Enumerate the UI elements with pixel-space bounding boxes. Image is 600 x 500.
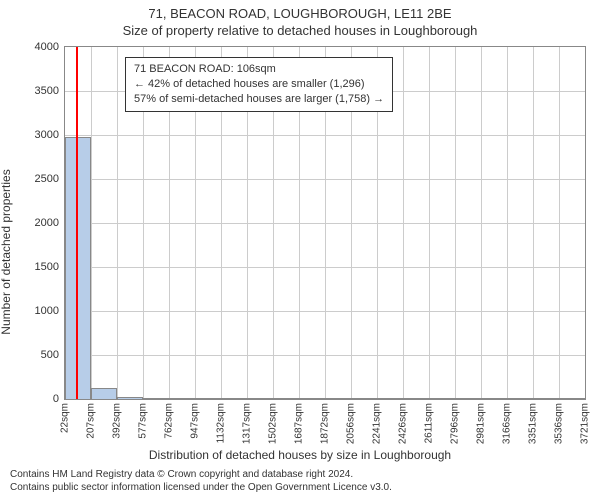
y-tick-label: 0 bbox=[53, 393, 59, 405]
x-axis-label: Distribution of detached houses by size … bbox=[0, 448, 600, 462]
histogram-bar bbox=[351, 398, 377, 399]
y-tick-label: 3500 bbox=[35, 85, 59, 97]
histogram-bar bbox=[429, 398, 455, 399]
x-tick-label: 2056sqm bbox=[346, 403, 357, 444]
title-block: 71, BEACON ROAD, LOUGHBOROUGH, LE11 2BE … bbox=[0, 0, 600, 38]
x-tick-label: 2611sqm bbox=[424, 403, 435, 443]
x-tick-label: 577sqm bbox=[138, 403, 149, 439]
x-tick-label: 947sqm bbox=[190, 403, 201, 439]
histogram-bar bbox=[377, 398, 403, 399]
x-tick-label: 1132sqm bbox=[216, 403, 227, 443]
gridline-v bbox=[455, 47, 456, 399]
chart-container: Number of detached properties 0500100015… bbox=[0, 40, 600, 464]
y-tick-label: 1500 bbox=[35, 261, 59, 273]
gridline-v bbox=[91, 47, 92, 399]
y-axis-label: Number of detached properties bbox=[0, 169, 13, 334]
histogram-bar bbox=[507, 398, 533, 399]
histogram-bar bbox=[169, 398, 195, 399]
histogram-bar bbox=[247, 398, 273, 399]
x-tick-label: 3536sqm bbox=[554, 403, 565, 444]
histogram-bar bbox=[117, 397, 143, 399]
y-tick-label: 500 bbox=[41, 349, 59, 361]
x-tick-label: 3721sqm bbox=[580, 403, 591, 444]
x-tick-label: 1872sqm bbox=[320, 403, 331, 444]
histogram-bar bbox=[195, 398, 221, 399]
title-line2: Size of property relative to detached ho… bbox=[0, 23, 600, 38]
histogram-bar bbox=[299, 398, 325, 399]
footer-line2: Contains public sector information licen… bbox=[10, 482, 590, 495]
histogram-bar bbox=[221, 398, 247, 399]
reference-line bbox=[76, 47, 78, 399]
x-tick-label: 1317sqm bbox=[242, 403, 253, 444]
gridline-v bbox=[403, 47, 404, 399]
info-box-line1: 71 BEACON ROAD: 106sqm bbox=[134, 62, 384, 77]
histogram-bar bbox=[65, 137, 91, 399]
gridline-v bbox=[507, 47, 508, 399]
x-tick-label: 2241sqm bbox=[372, 403, 383, 444]
gridline-v bbox=[559, 47, 560, 399]
histogram-bar bbox=[273, 398, 299, 399]
histogram-bar bbox=[533, 398, 559, 399]
info-box-line2: ← 42% of detached houses are smaller (1,… bbox=[134, 77, 384, 92]
info-box-line3: 57% of semi-detached houses are larger (… bbox=[134, 92, 384, 107]
histogram-bar bbox=[455, 398, 481, 399]
x-tick-label: 207sqm bbox=[86, 403, 97, 439]
x-tick-label: 2426sqm bbox=[398, 403, 409, 444]
footer: Contains HM Land Registry data © Crown c… bbox=[0, 465, 600, 500]
gridline-v bbox=[429, 47, 430, 399]
info-box: 71 BEACON ROAD: 106sqm ← 42% of detached… bbox=[125, 57, 393, 112]
title-line1: 71, BEACON ROAD, LOUGHBOROUGH, LE11 2BE bbox=[0, 6, 600, 21]
x-tick-label: 2981sqm bbox=[476, 403, 487, 444]
x-tick-label: 22sqm bbox=[60, 403, 71, 433]
gridline-v bbox=[533, 47, 534, 399]
y-tick-label: 4000 bbox=[35, 41, 59, 53]
footer-line1: Contains HM Land Registry data © Crown c… bbox=[10, 469, 590, 482]
histogram-bar bbox=[481, 398, 507, 399]
x-tick-label: 392sqm bbox=[112, 403, 123, 439]
x-tick-label: 762sqm bbox=[164, 403, 175, 439]
histogram-bar bbox=[559, 398, 585, 399]
x-tick-label: 1502sqm bbox=[268, 403, 279, 444]
plot-area: 0500100015002000250030003500400022sqm207… bbox=[64, 46, 586, 400]
y-tick-label: 2500 bbox=[35, 173, 59, 185]
y-tick-label: 1000 bbox=[35, 305, 59, 317]
histogram-bar bbox=[91, 388, 117, 399]
x-tick-label: 1687sqm bbox=[294, 403, 305, 444]
histogram-bar bbox=[143, 398, 169, 399]
gridline-v bbox=[117, 47, 118, 399]
x-tick-label: 3166sqm bbox=[502, 403, 513, 444]
gridline-v bbox=[481, 47, 482, 399]
x-tick-label: 3351sqm bbox=[528, 403, 539, 444]
y-tick-label: 2000 bbox=[35, 217, 59, 229]
y-tick-label: 3000 bbox=[35, 129, 59, 141]
histogram-bar bbox=[403, 398, 429, 399]
x-tick-label: 2796sqm bbox=[450, 403, 461, 444]
histogram-bar bbox=[325, 398, 351, 399]
